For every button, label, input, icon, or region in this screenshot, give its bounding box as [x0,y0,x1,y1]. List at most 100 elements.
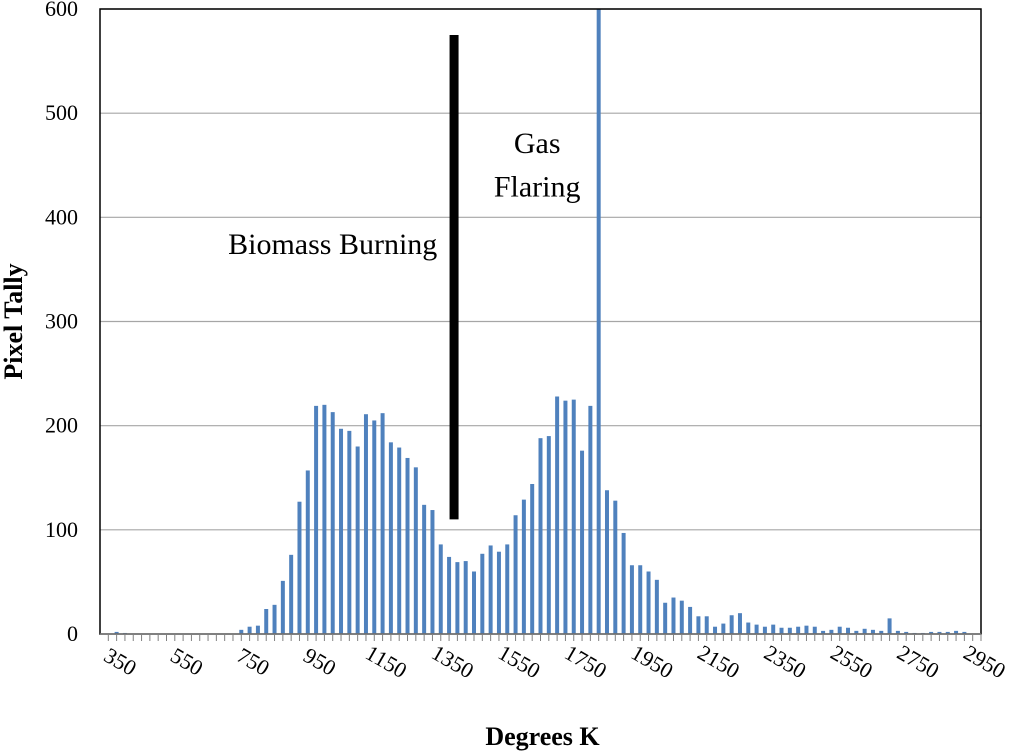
bar [821,630,826,634]
bar [829,629,834,634]
bar [746,622,751,634]
bar [305,470,310,634]
x-tick-label: 1150 [361,640,411,683]
bar [704,616,709,634]
bar [721,623,726,634]
bar [646,571,651,634]
bar [472,571,477,634]
bar [962,631,967,634]
bar [447,556,452,634]
bar [879,630,884,634]
bar [355,446,360,634]
x-axis-title: Degrees K [485,722,600,751]
annotation: Flaring [494,171,581,204]
x-tick-labels: 350 550 750 950 1150 1350 1550 1750 1950 2150 2350… [100,640,1010,684]
annotation: Gas [514,127,561,160]
bar [580,450,585,634]
bar [422,504,427,634]
bar [347,430,352,634]
bars [114,9,967,634]
bar [671,597,676,634]
x-tick-label: 550 [166,642,207,680]
bar [247,626,252,634]
bar [737,613,742,634]
x-tick-label: 1350 [428,640,479,684]
bar [380,413,385,634]
bar [430,510,435,634]
y-tick-label: 200 [45,413,78,438]
y-tick-label: 0 [67,621,78,646]
bar [870,629,875,634]
bar [372,420,377,634]
bar [629,565,634,634]
x-tick-label: 2550 [826,640,877,684]
bar [679,600,684,634]
bar [297,501,302,634]
bar [571,399,576,634]
bar [488,545,493,634]
x-tick-label: 2750 [893,640,944,684]
bar [322,404,327,634]
y-tick-labels: 0 100 200 300 400 500 600 [45,0,78,646]
bar [405,457,410,634]
bar [771,624,776,634]
bar [339,428,344,634]
bar [272,604,277,634]
bar [854,630,859,634]
y-tick-label: 500 [45,100,78,125]
bar [463,561,468,634]
bar [413,467,418,634]
x-tick-label: 1750 [561,640,612,684]
bar [438,544,443,634]
bar [314,405,319,634]
x-tick-label: 750 [233,642,274,680]
bar [455,562,460,634]
bar [729,615,734,634]
bar [480,553,485,634]
bar [530,484,535,634]
annotations: Biomass Burning Gas Flaring [228,127,580,261]
bar [895,630,900,634]
bar [596,9,601,634]
axes [99,8,982,641]
bar [696,616,701,634]
bar [929,631,934,634]
bar [513,515,518,634]
bar [937,631,942,634]
y-tick-label: 400 [45,204,78,229]
bar [555,396,560,634]
bar [613,500,618,634]
bar [388,442,393,634]
bar [538,438,543,634]
bar [945,631,950,634]
bar [621,532,626,634]
bar [363,414,368,634]
y-tick-label: 300 [45,309,78,334]
annotation: Biomass Burning [228,228,437,261]
y-tick-label: 100 [45,517,78,542]
bar [604,490,609,634]
bar [505,544,510,634]
bar [588,405,593,634]
bar [264,609,269,634]
x-tick-label: 350 [100,642,141,680]
bar [397,447,402,634]
x-tick-label: 2150 [693,640,744,684]
x-tick-label: 1550 [494,640,545,684]
bar [812,626,817,634]
bar [804,625,809,634]
bar [330,412,335,634]
x-tick-label: 2350 [760,640,811,684]
bar [255,625,260,634]
bar [688,606,693,634]
bar [837,626,842,634]
bar [546,436,551,634]
x-tick-label: 2950 [959,640,1010,684]
y-tick-label: 600 [45,0,78,21]
bar [280,580,285,634]
bar [114,631,119,634]
bar [663,602,668,634]
bar [754,624,759,634]
x-tick-label: 950 [299,642,340,680]
